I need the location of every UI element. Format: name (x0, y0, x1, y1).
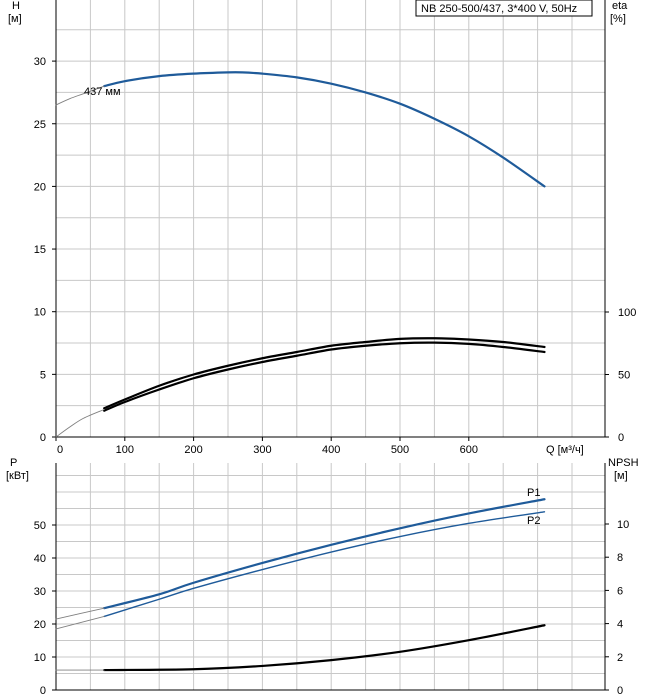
series-line-0-1 (55, 85, 105, 106)
series-line-0-0 (103, 71, 546, 188)
tick-label-h-15: 15 (34, 244, 46, 256)
series-line-1-2 (55, 607, 105, 620)
series-label-437: 437 мм (84, 86, 121, 98)
tick-label-q-200: 200 (184, 444, 202, 456)
y-left-label-top-1: H (12, 0, 20, 12)
tick-label-eta-50: 50 (618, 370, 630, 382)
series-line-1-1 (103, 511, 546, 618)
tick-label-p-20: 20 (34, 619, 46, 631)
title-box (415, 0, 593, 17)
tick-label-h-30: 30 (34, 56, 46, 68)
tick-label-npsh-8: 8 (617, 552, 623, 564)
series-line-1-0 (103, 498, 546, 610)
tick-label-eta-0: 0 (618, 432, 624, 444)
series-label-p2: P2 (527, 515, 540, 527)
series-lines (55, 71, 546, 672)
tick-label-npsh-10: 10 (617, 519, 629, 531)
tick-label-npsh-6: 6 (617, 585, 623, 597)
series-line-0-4 (55, 409, 105, 438)
tick-label-h-5: 5 (40, 369, 46, 381)
series-line-0-2 (103, 341, 546, 412)
series-line-1-4 (103, 624, 546, 672)
tick-label-q-100: 100 (116, 444, 134, 456)
tick-label-q-500: 500 (391, 444, 409, 456)
chart-title: NB 250-500/437, 3*400 V, 50Hz (421, 3, 577, 15)
tick-label-npsh-4: 4 (617, 619, 623, 631)
tick-label-npsh-0: 0 (617, 685, 623, 697)
axes (55, 0, 606, 691)
y-right-label-top-2: [%] (610, 13, 626, 25)
y-right-label-top-1: eta (612, 0, 628, 12)
tick-label-q-0: 0 (57, 444, 63, 456)
tick-label-npsh-2: 2 (617, 652, 623, 664)
tick-label-p-50: 50 (34, 520, 46, 532)
y-right-label-bottom-1: NPSH (608, 457, 639, 469)
grid-bottom (55, 463, 605, 691)
tick-label-eta-100: 100 (618, 307, 636, 319)
tick-label-q-600: 600 (460, 444, 478, 456)
tick-label-p-10: 10 (34, 652, 46, 664)
series-line-1-3 (55, 615, 105, 630)
tick-label-p-40: 40 (34, 553, 46, 565)
y-left-label-bottom-2: [кВт] (6, 470, 29, 482)
tick-label-h-20: 20 (34, 181, 46, 193)
series-line-0-3 (103, 337, 546, 410)
tick-label-q-400: 400 (322, 444, 340, 456)
grid-top (55, 0, 605, 438)
tick-label-h-0: 0 (40, 432, 46, 444)
y-left-label-top-2: [м] (8, 13, 22, 25)
tick-label-p-30: 30 (34, 586, 46, 598)
tick-label-p-0: 0 (40, 685, 46, 697)
y-right-label-bottom-2: [м] (614, 470, 628, 482)
x-axis-label: Q [м³/ч] (546, 444, 584, 456)
tick-label-q-300: 300 (253, 444, 271, 456)
y-left-label-bottom-1: P (10, 457, 17, 469)
tick-label-h-10: 10 (34, 307, 46, 319)
tick-label-h-25: 25 (34, 119, 46, 131)
series-label-p1: P1 (527, 487, 540, 499)
